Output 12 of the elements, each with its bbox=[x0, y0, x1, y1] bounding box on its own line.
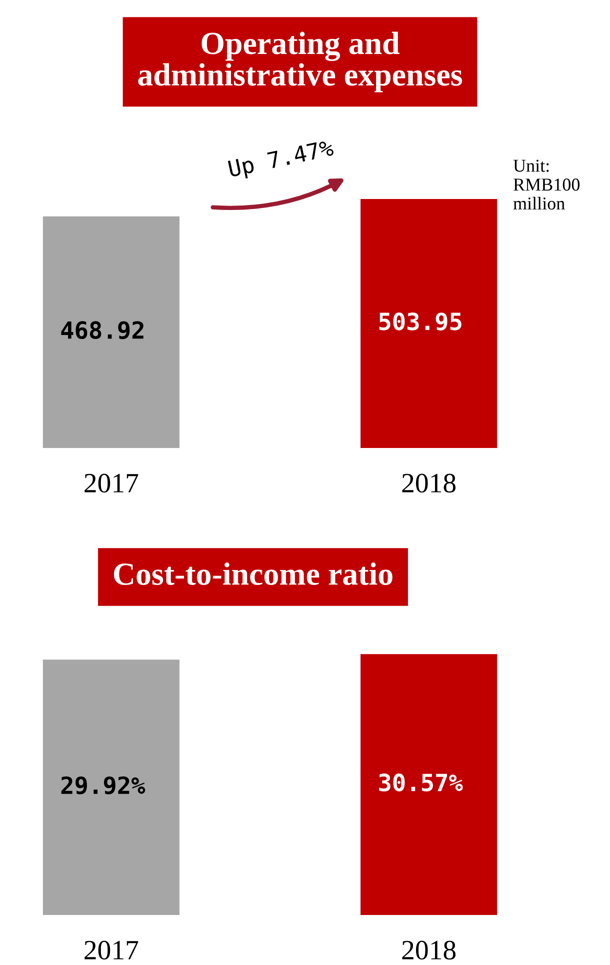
data-label: 30.57% bbox=[379, 774, 463, 792]
x-tick-label: 2017 bbox=[84, 940, 138, 960]
data-label: 503.95 bbox=[379, 312, 462, 330]
text: Up 7.47% bbox=[228, 139, 336, 182]
annotation: Unit: RMB100 million bbox=[513, 160, 580, 210]
x-tick-label: 2018 bbox=[402, 940, 456, 960]
data-label: 29.92% bbox=[61, 776, 146, 794]
data-label: 468.92 bbox=[61, 321, 144, 340]
x-tick-label: 2018 bbox=[402, 474, 456, 493]
x-tick-label: 2017 bbox=[84, 474, 138, 493]
chart-title: Cost-to-income ratio bbox=[114, 562, 392, 585]
chart-title: Operating and administrative expenses bbox=[138, 32, 462, 92]
